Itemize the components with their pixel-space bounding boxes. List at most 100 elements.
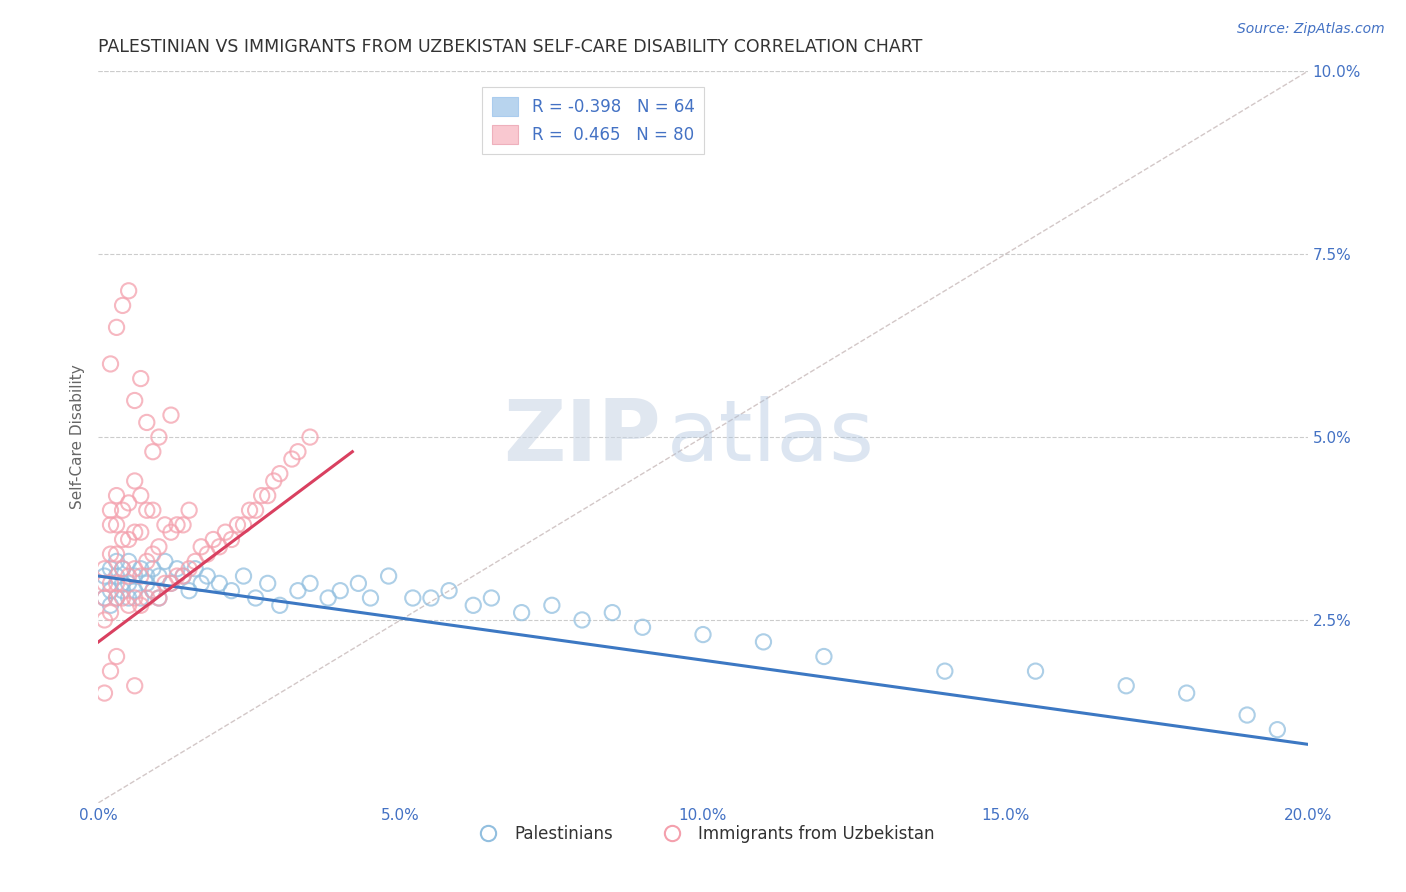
Point [1115,679,1137,693]
Point [160,408,183,422]
Point [437,583,460,598]
Point [1175,686,1198,700]
Point [571,613,593,627]
Point [148,540,170,554]
Point [100,583,122,598]
Point [129,599,152,613]
Point [124,562,146,576]
Point [111,562,134,576]
Point [245,591,267,605]
Text: Source: ZipAtlas.com: Source: ZipAtlas.com [1237,22,1385,37]
Point [100,599,122,613]
Point [105,517,128,532]
Point [100,517,122,532]
Point [129,489,152,503]
Point [208,576,231,591]
Point [135,416,157,430]
Point [631,620,654,634]
Point [221,533,243,547]
Point [226,517,249,532]
Point [190,576,212,591]
Text: atlas: atlas [666,395,875,479]
Point [184,554,207,568]
Point [287,444,309,458]
Point [166,562,188,576]
Point [221,583,243,598]
Text: ZIP: ZIP [503,395,661,479]
Point [153,576,176,591]
Point [256,489,278,503]
Point [105,320,128,334]
Point [93,569,115,583]
Point [172,569,194,583]
Point [329,583,352,598]
Point [100,606,122,620]
Point [1267,723,1289,737]
Point [692,627,714,641]
Point [166,569,188,583]
Point [129,569,152,583]
Point [316,591,339,605]
Point [124,591,146,605]
Point [118,533,141,547]
Point [239,503,262,517]
Point [250,489,273,503]
Point [100,503,122,517]
Point [142,583,165,598]
Y-axis label: Self-Care Disability: Self-Care Disability [69,365,84,509]
Point [299,576,322,591]
Point [142,583,165,598]
Point [118,569,141,583]
Point [214,525,236,540]
Point [135,503,157,517]
Point [105,591,128,605]
Point [118,599,141,613]
Point [124,569,146,583]
Point [540,599,562,613]
Point [160,576,183,591]
Point [142,562,165,576]
Point [93,562,115,576]
Point [135,554,157,568]
Point [111,583,134,598]
Point [100,576,122,591]
Point [129,562,152,576]
Point [118,284,141,298]
Point [111,591,134,605]
Point [124,474,146,488]
Point [111,503,134,517]
Point [148,569,170,583]
Point [153,517,176,532]
Point [135,576,157,591]
Point [1236,708,1258,723]
Point [93,576,115,591]
Point [232,517,254,532]
Point [269,467,291,481]
Point [160,525,183,540]
Point [105,554,128,568]
Point [105,649,128,664]
Point [111,298,134,312]
Point [202,533,225,547]
Point [256,576,278,591]
Point [93,591,115,605]
Point [124,583,146,598]
Point [287,583,309,598]
Point [93,686,115,700]
Point [105,489,128,503]
Point [179,562,201,576]
Point [195,569,218,583]
Point [135,569,157,583]
Point [124,393,146,408]
Point [100,547,122,561]
Point [105,576,128,591]
Point [1024,664,1046,678]
Point [232,569,254,583]
Point [100,664,122,678]
Point [105,591,128,605]
Point [142,547,165,561]
Point [269,599,291,613]
Point [813,649,835,664]
Point [105,547,128,561]
Point [142,503,165,517]
